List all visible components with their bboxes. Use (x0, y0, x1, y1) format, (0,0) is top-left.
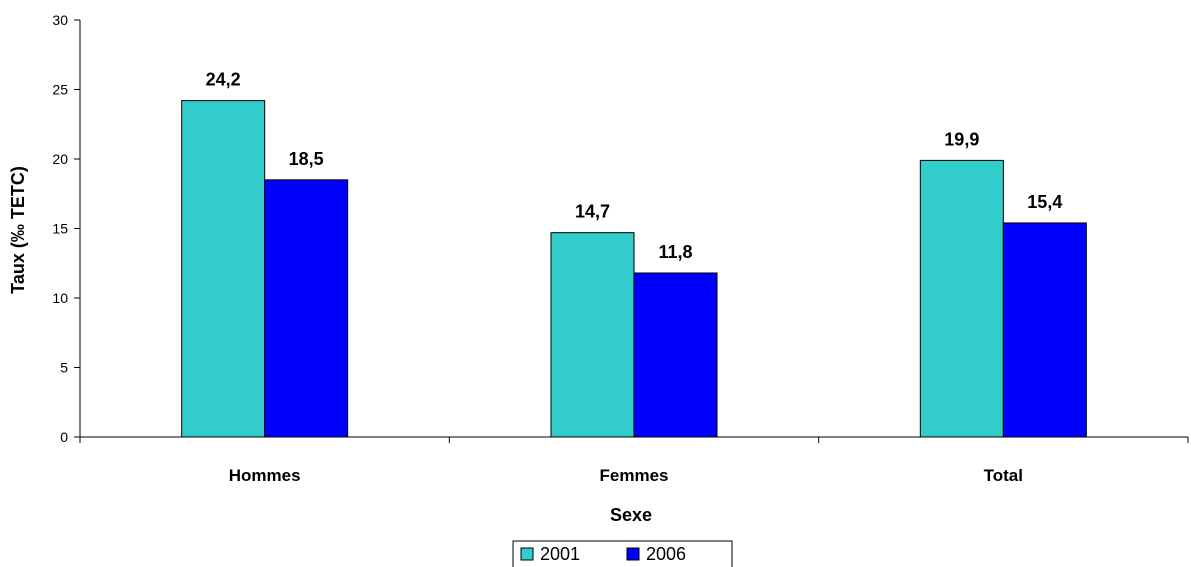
data-label-hommes-2001: 24,2 (206, 70, 241, 90)
category-label-hommes: Hommes (229, 466, 301, 485)
y-axis-title: Taux (‰ TETC) (8, 166, 28, 294)
y-tick-label: 30 (52, 12, 68, 28)
bar-hommes-2006 (264, 179, 349, 438)
y-tick-label: 25 (52, 82, 68, 98)
data-label-total-2001: 19,9 (944, 129, 979, 149)
legend-swatch-2006 (626, 547, 640, 561)
legend-label-2006: 2006 (646, 544, 686, 564)
y-tick-label: 5 (60, 360, 68, 376)
y-tick-label: 20 (52, 151, 68, 167)
category-label-total: Total (984, 466, 1023, 485)
bars (181, 100, 1087, 438)
legend: 2001 2006 (512, 540, 733, 567)
data-labels: 24,2 18,5 14,7 11,8 19,9 15,4 (206, 70, 1063, 262)
bar-total-2001 (919, 159, 1004, 438)
data-label-femmes-2006: 11,8 (658, 242, 692, 262)
y-tick-label: 15 (52, 221, 68, 237)
y-tick-label: 10 (52, 290, 68, 306)
bar-total-2006 (1002, 222, 1087, 438)
legend-label-2001: 2001 (540, 544, 580, 564)
y-axis-ticks: 0 5 10 15 20 25 30 (52, 12, 80, 445)
data-label-hommes-2006: 18,5 (289, 149, 324, 169)
y-tick-label: 0 (60, 429, 68, 445)
axes (79, 20, 1189, 443)
bar-hommes-2001 (181, 100, 266, 438)
data-label-total-2006: 15,4 (1027, 192, 1062, 212)
x-axis-title: Sexe (610, 505, 652, 525)
bar-femmes-2001 (550, 232, 635, 438)
legend-swatch-2001 (520, 547, 534, 561)
bar-femmes-2006 (633, 272, 718, 438)
data-label-femmes-2001: 14,7 (575, 202, 610, 222)
category-label-femmes: Femmes (600, 466, 669, 485)
x-axis-category-labels: Hommes Femmes Total (229, 466, 1023, 485)
legend-box (512, 540, 733, 567)
